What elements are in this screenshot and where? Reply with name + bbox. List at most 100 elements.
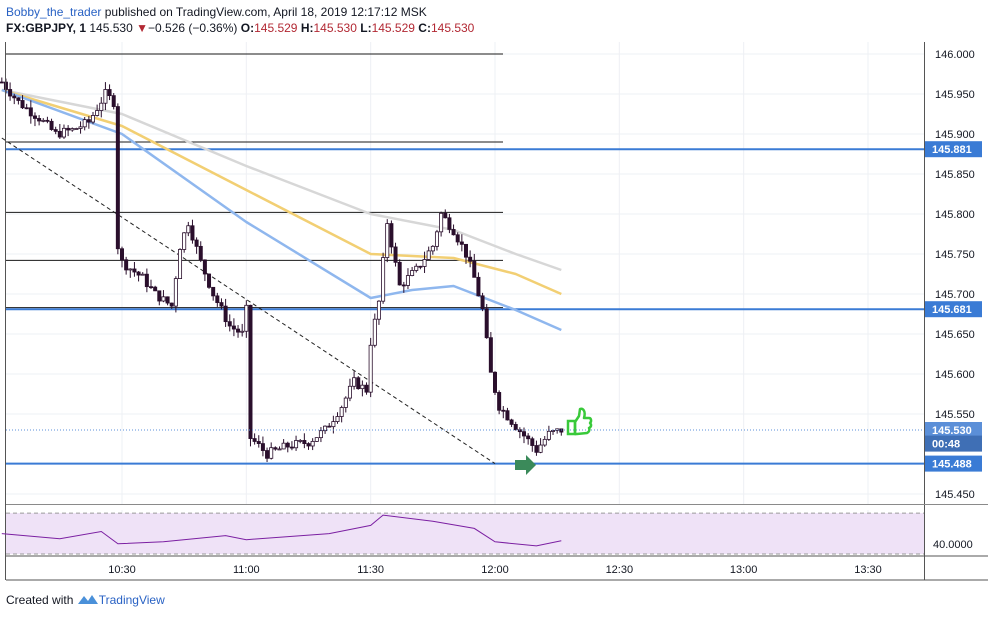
candle-body xyxy=(551,430,556,432)
time-axis-label: 10:30 xyxy=(108,564,136,576)
candle-body xyxy=(153,286,158,292)
thumbs-up-icon xyxy=(566,407,593,436)
candle-body xyxy=(149,286,154,289)
grid xyxy=(6,42,924,552)
candle-body xyxy=(165,296,170,304)
candle-body xyxy=(302,440,307,444)
candle-body xyxy=(115,106,120,250)
candle-body xyxy=(45,119,50,122)
change-value: −0.526 (−0.36%) xyxy=(148,21,238,35)
candle-body xyxy=(418,265,423,268)
time-axis-label: 13:00 xyxy=(730,564,758,576)
candle-body xyxy=(414,265,419,271)
price-tag-text: 145.881 xyxy=(932,144,972,156)
footer: Created with TradingView xyxy=(6,593,165,607)
candle-body xyxy=(513,424,518,431)
down-arrow-icon: ▼ xyxy=(136,21,148,35)
candle-body xyxy=(289,446,294,449)
tradingview-link[interactable]: TradingView xyxy=(98,593,165,607)
candle-body xyxy=(41,119,46,122)
candle-body xyxy=(260,443,265,451)
candle-body xyxy=(476,276,481,297)
candle-body xyxy=(161,296,166,302)
candle-body xyxy=(182,232,187,250)
candle-body xyxy=(298,440,303,442)
published-text: published on TradingView.com, April 18, … xyxy=(104,5,427,19)
moving-average-line xyxy=(1,88,562,332)
price-tag xyxy=(925,301,982,318)
candle-body xyxy=(352,377,357,387)
candle-body xyxy=(501,409,506,412)
candle-body xyxy=(66,127,71,131)
price-tag xyxy=(925,141,982,158)
candle-body xyxy=(327,425,332,428)
candle-body xyxy=(256,441,261,444)
candle-body xyxy=(372,318,377,346)
candle-body xyxy=(178,249,183,279)
candle-body xyxy=(472,260,477,278)
candle-body xyxy=(434,231,439,247)
time-axis[interactable]: 10:30 11:00 11:30 12:00 12:30 13:00 13:30 xyxy=(108,564,882,576)
candle-body xyxy=(488,337,493,373)
trendline[interactable] xyxy=(1,137,496,465)
candle-body xyxy=(389,223,394,248)
candle-body xyxy=(343,397,348,408)
candle-body xyxy=(269,447,274,459)
time-axis-label: 11:00 xyxy=(233,564,260,576)
author-link[interactable]: Bobby_the_trader xyxy=(6,5,102,19)
candle-body xyxy=(215,295,220,303)
candle-body xyxy=(530,438,535,446)
open-label: O: xyxy=(240,21,255,35)
candle-body xyxy=(318,430,323,439)
candle-body xyxy=(219,302,224,307)
price-axis-label: 146.000 xyxy=(935,49,975,61)
candle-body xyxy=(480,295,485,310)
candle-body xyxy=(542,438,547,446)
candle-body xyxy=(120,248,125,261)
candle-body xyxy=(186,225,191,234)
candle-body xyxy=(455,234,460,243)
candle-body xyxy=(128,268,133,271)
horizontal-levels[interactable] xyxy=(6,53,924,465)
candle-body xyxy=(451,229,456,236)
price-tag xyxy=(925,435,982,452)
candle-body xyxy=(132,268,137,273)
candle-body xyxy=(422,259,427,267)
high-label: H: xyxy=(300,21,314,35)
candle-body xyxy=(439,212,444,233)
candle-body xyxy=(74,128,79,130)
candle-body xyxy=(240,330,245,333)
candle-body xyxy=(28,107,33,117)
candle-body xyxy=(53,129,58,132)
time-axis-label: 12:30 xyxy=(606,564,634,576)
candle-body xyxy=(169,302,174,307)
candle-body xyxy=(277,448,282,451)
rsi-axis-label: 40.0000 xyxy=(933,539,973,551)
candle-body xyxy=(405,275,410,286)
price-axis-label: 145.450 xyxy=(935,489,975,501)
candle-body xyxy=(144,273,149,288)
candle-body xyxy=(360,384,365,390)
candle-body xyxy=(202,259,207,275)
candle-body xyxy=(90,115,95,123)
symbol-label[interactable]: FX:GBPJPY, 1 xyxy=(6,21,87,35)
candle-body xyxy=(376,300,381,320)
candle-body xyxy=(447,217,452,230)
candle-body xyxy=(190,225,195,241)
dashed-trendline[interactable] xyxy=(1,137,496,465)
price-axis-label: 145.550 xyxy=(935,409,975,421)
candle-body xyxy=(410,270,415,276)
close-label: C: xyxy=(418,21,431,35)
time-axis-label: 13:30 xyxy=(854,564,882,576)
rsi-band xyxy=(6,513,924,555)
candle-body xyxy=(347,385,352,399)
price-axis[interactable]: 146.000 145.950 145.900 145.850 145.800 145.7… xyxy=(935,49,975,501)
close-value: 145.530 xyxy=(430,21,475,35)
candle-body xyxy=(468,256,473,262)
candle-body xyxy=(484,308,489,339)
price-axis-label: 145.850 xyxy=(935,169,975,181)
high-value: 145.530 xyxy=(313,21,357,35)
moving-averages xyxy=(1,88,562,332)
candle-body xyxy=(16,97,21,101)
